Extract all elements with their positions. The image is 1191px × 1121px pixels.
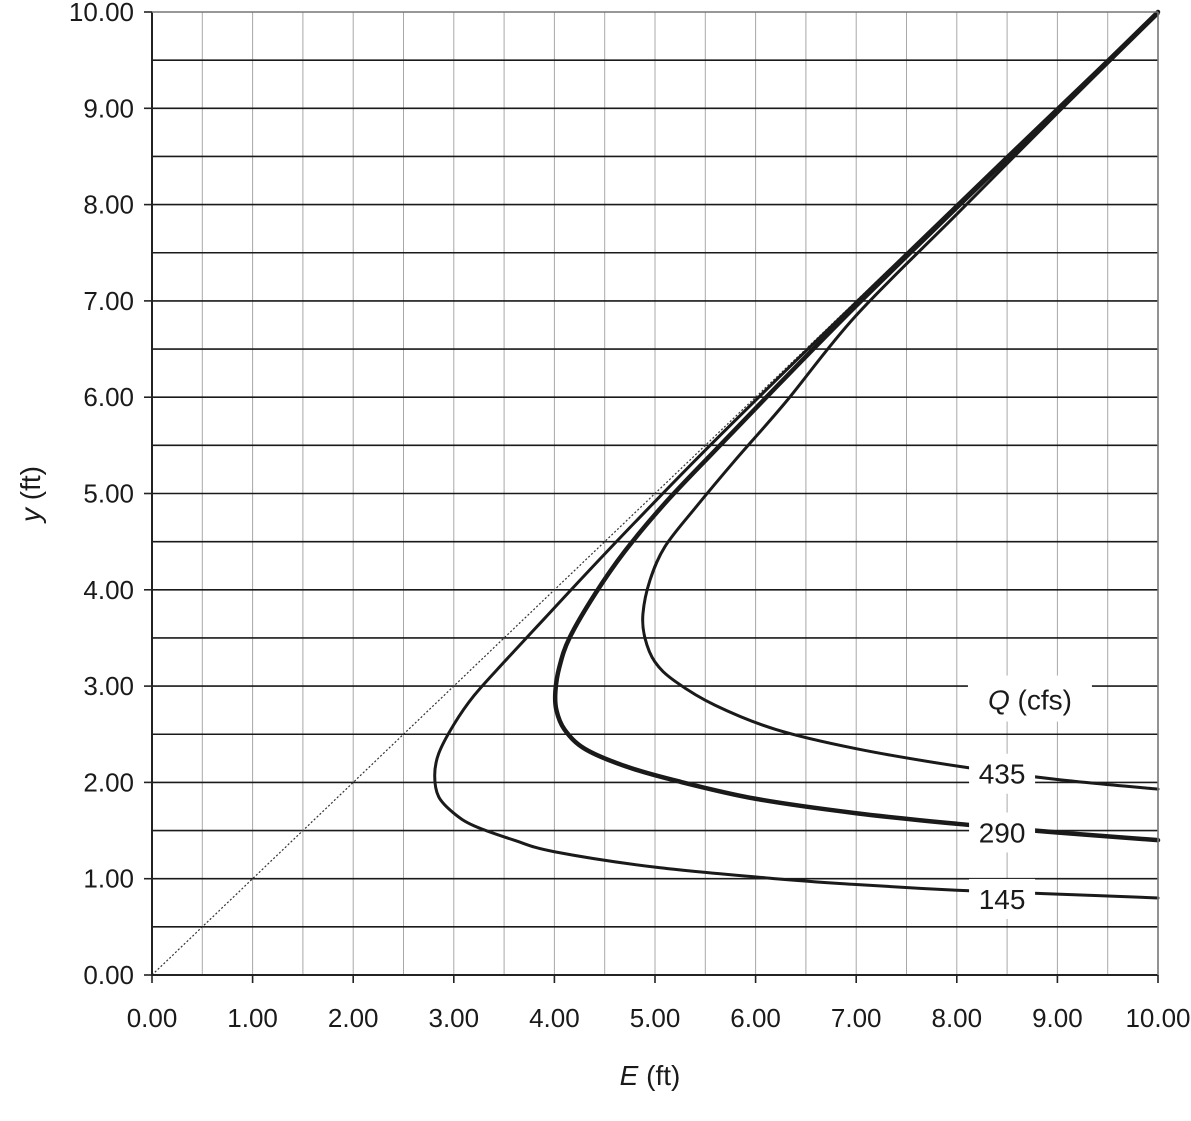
tick-labels: 0.00 1.00 2.00 3.00 4.00 5.00 6.00 7.00 8.00 9.00… (69, 0, 1191, 1033)
x-tick-label: 0.00 (127, 1003, 178, 1033)
curve-labels: 145 290 435 (969, 753, 1036, 919)
y-tick-label: 2.00 (83, 767, 134, 797)
y-tick-label: 7.00 (83, 286, 134, 316)
legend-title: Q (cfs) (988, 685, 1072, 716)
y-tick-label: 3.00 (83, 671, 134, 701)
x-tick-label: 9.00 (1032, 1003, 1083, 1033)
axes (151, 11, 1159, 976)
x-tick-label: 3.00 (428, 1003, 479, 1033)
x-tick-label: 6.00 (730, 1003, 781, 1033)
series-line-290 (552, 9, 1161, 843)
legend-title-bg (967, 675, 1092, 722)
series-label-bg (969, 812, 1036, 853)
x-tick-label: 4.00 (529, 1003, 580, 1033)
series-group (433, 9, 1161, 900)
x-tick-label: 10.00 (1125, 1003, 1190, 1033)
y-tick-label: 8.00 (83, 190, 134, 220)
series-label-bg (969, 753, 1036, 794)
y-tick-label: 10.00 (69, 0, 134, 27)
y-tick-label: 9.00 (83, 93, 134, 123)
y-tick-label: 0.00 (83, 960, 134, 990)
y-tick-label: 6.00 (83, 382, 134, 412)
x-tick-label: 7.00 (831, 1003, 882, 1033)
legend-unit: (cfs) (1010, 685, 1072, 716)
series-label-145: 145 (979, 884, 1026, 915)
x-axis-unit: (ft) (638, 1060, 680, 1091)
x-tick-label: 2.00 (328, 1003, 379, 1033)
x-tick-label: 5.00 (630, 1003, 681, 1033)
series-line-145 (433, 10, 1160, 900)
series-label-bg (969, 878, 1036, 919)
series-label-435: 435 (979, 759, 1026, 790)
y-tick-label: 4.00 (83, 575, 134, 605)
x-axis-title: E (ft) (620, 1060, 681, 1091)
y-axis-unit: (ft) (15, 466, 46, 508)
y-tick-label: 5.00 (83, 479, 134, 509)
y-axis-title: y (ft) (15, 466, 46, 524)
legend-var: Q (988, 685, 1010, 716)
y-tick-label: 1.00 (83, 864, 134, 894)
series-line-435 (641, 12, 1160, 791)
x-axis-var: E (620, 1060, 639, 1091)
x-tick-label: 1.00 (227, 1003, 278, 1033)
x-tick-label: 8.00 (931, 1003, 982, 1033)
series-label-290: 290 (979, 817, 1026, 848)
y-axis-var: y (15, 506, 46, 524)
